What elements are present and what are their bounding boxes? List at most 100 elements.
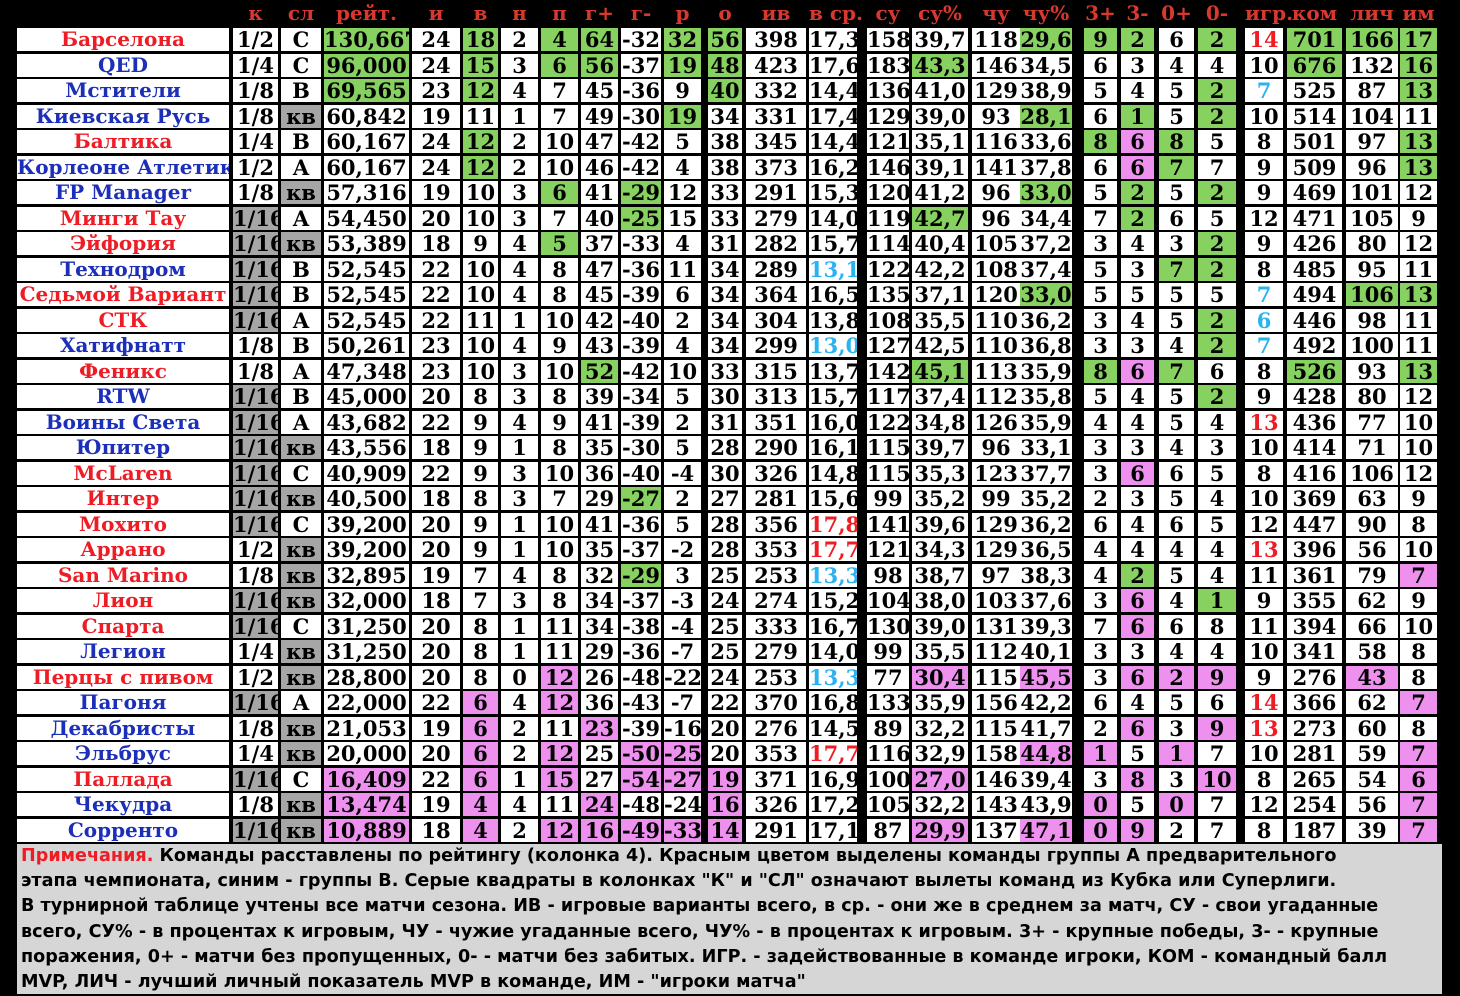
cell-3-: 9 bbox=[1121, 819, 1154, 842]
cell-3-: 2 bbox=[1121, 181, 1154, 204]
cell-лич: 63 bbox=[1346, 487, 1398, 510]
cell-рейт.: 45,000 bbox=[324, 385, 409, 408]
cell-к: 1/16 bbox=[233, 513, 278, 536]
cell-сл: В bbox=[281, 79, 321, 102]
cell-в: 9 bbox=[463, 232, 498, 255]
cell-в ср.: 15,3 bbox=[809, 181, 857, 204]
cell-р: -33 bbox=[664, 819, 701, 842]
cell-г-: -36 bbox=[621, 258, 661, 281]
cell-и: 23 bbox=[412, 360, 460, 383]
cell-3+: 6 bbox=[1084, 156, 1117, 179]
cell-0-: 2 bbox=[1198, 181, 1236, 204]
cell-в: 11 bbox=[463, 105, 498, 128]
cell-су%: 38,7 bbox=[912, 564, 968, 587]
cell-сл: А bbox=[281, 360, 321, 383]
cell-су%: 35,3 bbox=[912, 462, 968, 485]
cell-в ср.: 13,0 bbox=[809, 334, 857, 357]
cell-сл: кв bbox=[281, 589, 321, 612]
team-name: Интер bbox=[17, 487, 229, 510]
cell-ив: 274 bbox=[746, 589, 806, 612]
cell-в: 12 bbox=[463, 156, 498, 179]
cell-ив: 423 bbox=[746, 54, 806, 77]
cell-чу: 105 bbox=[972, 232, 1020, 255]
cell-рейт.: 60,842 bbox=[324, 105, 409, 128]
cell-0-: 4 bbox=[1198, 487, 1236, 510]
cell-3-: 1 bbox=[1121, 105, 1154, 128]
cell-3-: 4 bbox=[1121, 309, 1154, 332]
cell-в ср.: 17,3 bbox=[809, 28, 857, 51]
cell-0+: 3 bbox=[1159, 232, 1194, 255]
team-name: Юпитер bbox=[17, 436, 229, 459]
cell-ив: 326 bbox=[746, 793, 806, 816]
cell-3-: 2 bbox=[1121, 564, 1154, 587]
cell-р: -4 bbox=[664, 462, 701, 485]
cell-чу%: 37,6 bbox=[1020, 589, 1072, 612]
cell-к: 1/8 bbox=[233, 793, 278, 816]
cell-п: 8 bbox=[541, 385, 578, 408]
cell-0+: 3 bbox=[1159, 717, 1194, 740]
cell-лич: 59 bbox=[1346, 742, 1398, 765]
cell-су: 121 bbox=[867, 538, 909, 561]
cell-ив: 279 bbox=[746, 207, 806, 230]
cell-чу%: 37,8 bbox=[1020, 156, 1072, 179]
cell-игр.: 9 bbox=[1245, 232, 1283, 255]
cell-и: 22 bbox=[412, 462, 460, 485]
cell-рейт.: 39,200 bbox=[324, 538, 409, 561]
cell-сл: В bbox=[281, 258, 321, 281]
cell-сл: С bbox=[281, 513, 321, 536]
cell-и: 23 bbox=[412, 79, 460, 102]
cell-к: 1/16 bbox=[233, 283, 278, 306]
cell-им: 7 bbox=[1400, 691, 1437, 714]
cell-г-: -34 bbox=[621, 385, 661, 408]
cell-0+: 7 bbox=[1159, 360, 1194, 383]
column-header: р bbox=[675, 1, 690, 25]
cell-в: 4 bbox=[463, 819, 498, 842]
cell-су: 135 bbox=[867, 283, 909, 306]
cell-г-: -54 bbox=[621, 768, 661, 791]
cell-рейт.: 47,348 bbox=[324, 360, 409, 383]
cell-сл: кв bbox=[281, 181, 321, 204]
cell-ив: 331 bbox=[746, 105, 806, 128]
cell-г-: -49 bbox=[621, 819, 661, 842]
cell-г+: 25 bbox=[581, 742, 618, 765]
cell-о: 27 bbox=[708, 487, 742, 510]
cell-и: 20 bbox=[412, 666, 460, 689]
cell-н: 4 bbox=[501, 564, 538, 587]
cell-игр.: 9 bbox=[1245, 181, 1283, 204]
cell-г-: -48 bbox=[621, 793, 661, 816]
cell-0-: 2 bbox=[1198, 28, 1236, 51]
cell-г-: -25 bbox=[621, 207, 661, 230]
cell-в: 18 bbox=[463, 28, 498, 51]
cell-рейт.: 32,895 bbox=[324, 564, 409, 587]
cell-р: -2 bbox=[664, 538, 701, 561]
cell-и: 19 bbox=[412, 564, 460, 587]
cell-3-: 4 bbox=[1121, 79, 1154, 102]
cell-чу: 129 bbox=[972, 513, 1020, 536]
cell-ив: 315 bbox=[746, 360, 806, 383]
cell-г+: 43 bbox=[581, 334, 618, 357]
cell-н: 4 bbox=[501, 232, 538, 255]
cell-ком: 526 bbox=[1287, 360, 1342, 383]
cell-0+: 7 bbox=[1159, 258, 1194, 281]
cell-0+: 8 bbox=[1159, 130, 1194, 153]
cell-сл: кв bbox=[281, 819, 321, 842]
cell-в: 10 bbox=[463, 181, 498, 204]
cell-рейт.: 52,545 bbox=[324, 283, 409, 306]
cell-игр.: 14 bbox=[1245, 691, 1283, 714]
cell-3-: 2 bbox=[1121, 207, 1154, 230]
cell-лич: 54 bbox=[1346, 768, 1398, 791]
cell-в: 7 bbox=[463, 589, 498, 612]
cell-ив: 326 bbox=[746, 462, 806, 485]
cell-3-: 6 bbox=[1121, 156, 1154, 179]
cell-3-: 5 bbox=[1121, 742, 1154, 765]
cell-п: 10 bbox=[541, 156, 578, 179]
cell-в: 9 bbox=[463, 513, 498, 536]
cell-сл: кв bbox=[281, 232, 321, 255]
cell-п: 11 bbox=[541, 615, 578, 638]
cell-г+: 46 bbox=[581, 156, 618, 179]
cell-в ср.: 14,5 bbox=[809, 717, 857, 740]
cell-р: 5 bbox=[664, 385, 701, 408]
cell-лич: 62 bbox=[1346, 691, 1398, 714]
cell-ком: 394 bbox=[1287, 615, 1342, 638]
cell-н: 1 bbox=[501, 640, 538, 663]
